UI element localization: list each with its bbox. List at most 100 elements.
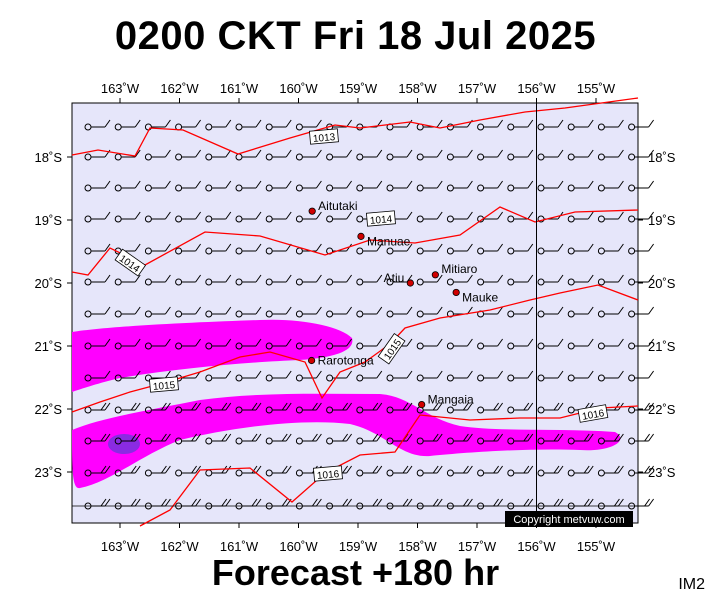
wind-barb [356, 338, 383, 350]
wind-barb [567, 149, 594, 161]
isobar-line [71, 206, 639, 276]
wind-barb [84, 180, 111, 192]
latitude-label-right: 20˚S [648, 276, 676, 291]
wind-barb [144, 306, 171, 318]
isobar-label: 1013 [309, 128, 339, 145]
longitude-label-top: 158˚W [398, 81, 437, 96]
longitude-label-top: 160˚W [279, 81, 318, 96]
wind-barb [84, 433, 111, 445]
wind-barb [114, 433, 141, 445]
wind-barb [114, 274, 141, 286]
wind-barb [507, 306, 534, 318]
longitude-label-top: 157˚W [458, 81, 497, 96]
wind-barb [205, 402, 232, 414]
wind-barb [84, 306, 111, 318]
longitude-label-bottom: 155˚W [577, 539, 616, 554]
wind-barb [507, 338, 534, 350]
wind-barb [597, 338, 624, 350]
wind-barb [446, 433, 473, 445]
wind-barb [537, 338, 564, 350]
wind-barb [114, 338, 141, 350]
wind-barb [597, 211, 624, 223]
wind-barb [507, 119, 534, 131]
wind-barb [175, 274, 202, 286]
wind-barb [567, 274, 594, 286]
wind-barb [235, 306, 262, 318]
longitude-label-top: 163˚W [101, 81, 140, 96]
wind-barb [205, 306, 232, 318]
wind-barb [356, 243, 383, 255]
wind-barb [295, 433, 322, 445]
place-label: Atiu [384, 271, 405, 285]
wind-barb [175, 465, 202, 477]
wind-barb [446, 402, 473, 414]
wind-barb [235, 338, 262, 350]
wind-barb [477, 149, 504, 161]
wind-barb [416, 243, 443, 255]
longitude-label-top: 156˚W [517, 81, 556, 96]
place-marker: Mauke [452, 288, 499, 304]
wind-barb [416, 149, 443, 161]
wind-barb [597, 149, 624, 161]
wind-barb [567, 465, 594, 477]
wind-barb [175, 402, 202, 414]
wind-barb [477, 402, 504, 414]
wind-barb [416, 211, 443, 223]
wind-barb [144, 243, 171, 255]
wind-barb [446, 211, 473, 223]
wind-barb [446, 243, 473, 255]
wind-barb [386, 402, 413, 414]
place-label: Mauke [462, 290, 498, 304]
wind-barb [477, 370, 504, 382]
wind-barb [205, 180, 232, 192]
wind-barb [477, 338, 504, 350]
wind-barb [537, 149, 564, 161]
longitude-label-bottom: 162˚W [160, 539, 199, 554]
wind-barb [205, 211, 232, 223]
wind-barb [114, 370, 141, 382]
wind-barb [507, 243, 534, 255]
svg-text:1015: 1015 [153, 380, 177, 393]
wind-barb [205, 243, 232, 255]
longitude-label-bottom: 156˚W [517, 539, 556, 554]
wind-barb [114, 119, 141, 131]
wind-barb [507, 465, 534, 477]
wind-barb [84, 211, 111, 223]
wind-barb [507, 274, 534, 286]
isobar-label: 1016 [313, 465, 343, 482]
wind-barb [114, 149, 141, 161]
wind-barb [295, 211, 322, 223]
wind-barb [356, 433, 383, 445]
wind-barb [114, 465, 141, 477]
wind-barb [416, 433, 443, 445]
wind-barb [567, 243, 594, 255]
heavy-rain-area [108, 434, 140, 454]
wind-barb [235, 402, 262, 414]
wind-barb [386, 370, 413, 382]
wind-barb [356, 370, 383, 382]
wind-barb [446, 180, 473, 192]
map-title: 0200 CKT Fri 18 Jul 2025 [114, 14, 597, 58]
wind-barb [537, 370, 564, 382]
wind-barb [144, 338, 171, 350]
wind-barb [326, 149, 353, 161]
wind-barb [386, 465, 413, 477]
wind-barb [326, 433, 353, 445]
wind-barb [265, 370, 292, 382]
wind-barb [114, 180, 141, 192]
wind-barb [386, 306, 413, 318]
isobar-label: 1015 [149, 376, 179, 393]
latitude-label-left: 23˚S [35, 465, 63, 480]
wind-barb [175, 338, 202, 350]
svg-text:1013: 1013 [313, 132, 337, 145]
wind-barb [386, 243, 413, 255]
wind-barb [597, 180, 624, 192]
wind-barb [84, 274, 111, 286]
wind-barb [114, 211, 141, 223]
wind-barb [356, 274, 383, 286]
wind-barb [537, 465, 564, 477]
wind-barb [295, 306, 322, 318]
wind-barb [628, 211, 655, 223]
place-label: Mitiaro [441, 262, 477, 276]
